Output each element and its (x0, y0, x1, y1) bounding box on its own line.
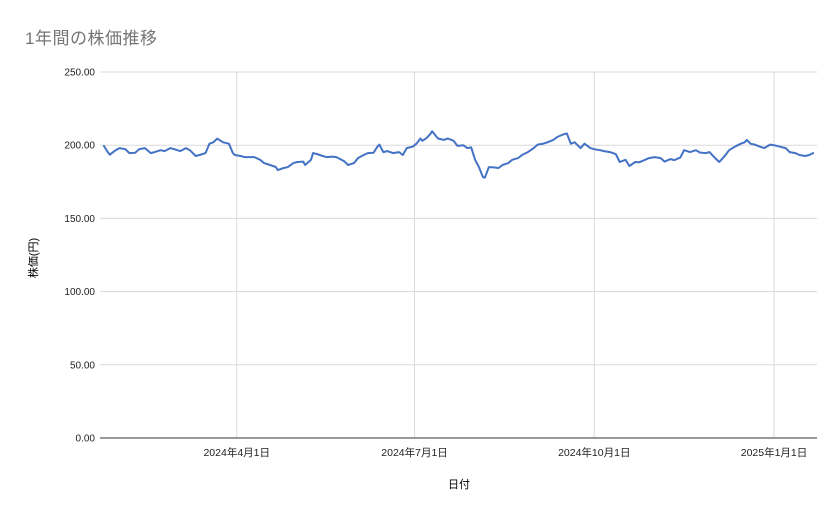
y-tick-label: 250.00 (64, 68, 95, 79)
chart-title: 1年間の株価推移 (25, 29, 158, 48)
y-tick-label: 0.00 (76, 434, 96, 445)
y-tick-label: 50.00 (70, 360, 95, 371)
x-tick-label: 2024年10月1日 (558, 446, 630, 459)
x-tick-label: 2024年4月1日 (203, 446, 270, 459)
y-tick-label: 150.00 (64, 214, 95, 225)
y-tick-label: 100.00 (64, 287, 95, 298)
x-axis-title: 日付 (448, 479, 470, 491)
price-line-series (102, 130, 815, 179)
x-tick-label: 2025年1月1日 (741, 446, 808, 459)
y-tick-label: 200.00 (64, 141, 95, 152)
x-tick-label: 2024年7月1日 (381, 446, 448, 459)
